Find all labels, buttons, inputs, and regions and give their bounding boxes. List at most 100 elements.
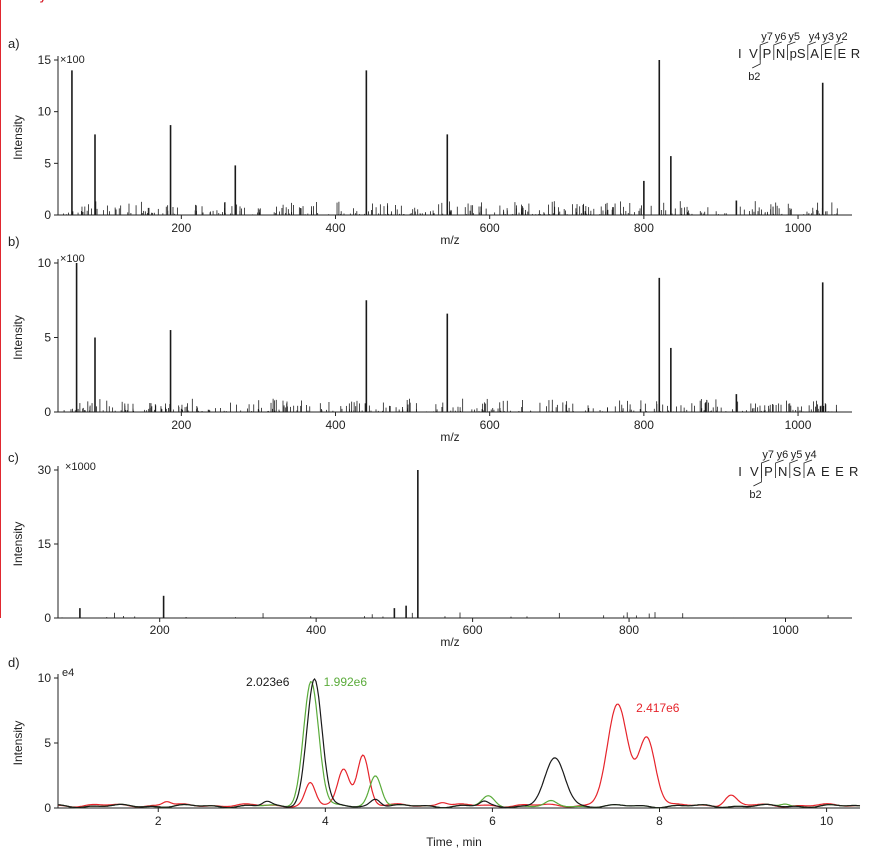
y-ion-bracket (773, 41, 782, 60)
x-tick-label: 200 (171, 221, 191, 235)
x-axis-label: Time , min (426, 835, 482, 849)
panel-label: c) (8, 450, 19, 465)
sequence-residue: E (821, 464, 830, 479)
b-ion-label: b2 (749, 489, 761, 501)
x-tick-label: 200 (150, 623, 170, 637)
intensity-multiplier: e4 (62, 667, 74, 679)
y-tick-label: 0 (44, 801, 51, 815)
y-tick-label: 10 (38, 105, 52, 119)
y-ion-label: y3 (822, 31, 834, 43)
peak-annotation: 850.51 y7 (0, 0, 53, 3)
peak-annotation: 877.56 y7 (0, 0, 53, 3)
y-tick-label: 5 (44, 331, 51, 345)
peak-annotation: 213.16 b2 (0, 0, 54, 3)
y-tick-label: 0 (44, 611, 51, 625)
sequence-residue: P (763, 46, 772, 61)
y-ion-bracket (821, 41, 830, 60)
x-tick-label: 8 (656, 814, 663, 828)
y-tick-label: 5 (44, 736, 51, 750)
panel-d: d) e4 Intensity Time , min 0 5 10 2 4 6 8 10 2.023e6… (8, 655, 861, 849)
panel-label: a) (8, 36, 20, 51)
x-tick-label: 6 (489, 814, 496, 828)
sequence-residue: R (849, 464, 858, 479)
peak-annotation: 672.50 y5 (0, 0, 53, 3)
peak-area-annotation: 2.023e6 (246, 675, 290, 689)
y-ion-label: y6 (775, 31, 787, 43)
peak-annotation: 481.36 y3 (0, 0, 53, 3)
x-tick-label: 200 (171, 418, 191, 432)
x-tick-label: 400 (325, 418, 345, 432)
y-ion-label: y2 (836, 31, 848, 43)
y-ion-bracket (775, 459, 784, 478)
y-tick-label: 10 (38, 256, 52, 270)
peak-annotation: 552.40 y4 (0, 0, 53, 3)
peak-annotation: 786.55 y6 (0, 0, 53, 3)
y-tick-label: 0 (44, 208, 51, 222)
y-tick-label: 5 (44, 156, 51, 170)
sequence-residue: N (778, 464, 787, 479)
x-tick-label: 2 (155, 814, 162, 828)
y-ion-bracket (807, 41, 816, 60)
peak-annotation: 58.08 (0, 0, 30, 3)
y-tick-label: 15 (38, 53, 52, 67)
y-tick-label: 0 (44, 405, 51, 419)
peak-annotation: 780.51 y6 (0, 0, 53, 3)
sequence-residue: V (749, 46, 758, 61)
peak-annotation: 64.12 (0, 0, 30, 3)
y-ion-label: y7 (761, 31, 773, 43)
sequence-residue: E (835, 464, 844, 479)
b-ion-label: b2 (748, 71, 760, 83)
x-tick-label: 600 (463, 623, 483, 637)
chromatogram-trace-red (57, 703, 861, 808)
x-tick-label: 4 (322, 814, 329, 828)
y-axis-label: Intensity (11, 115, 25, 160)
x-tick-label: 800 (634, 418, 654, 432)
x-tick-label: 800 (634, 221, 654, 235)
y-ion-label: y6 (777, 449, 789, 461)
x-tick-label: 400 (325, 221, 345, 235)
peak-annotation: 213.16 b2 (0, 0, 54, 3)
x-axis-label: m/z (440, 233, 459, 247)
peak-annotation: 213.16 b2 (0, 0, 54, 3)
y-ion-label: y5 (791, 449, 803, 461)
sequence-residue: R (851, 46, 860, 61)
y-axis-label: Intensity (11, 721, 25, 766)
sequence-residue: E (824, 46, 833, 61)
sequence-residue: A (810, 46, 819, 61)
sequence-residue: E (837, 46, 846, 61)
y-tick-label: 15 (38, 537, 52, 551)
y-ion-label: y4 (809, 31, 821, 43)
b-ion-bracket (753, 464, 762, 487)
y-ion-bracket (834, 41, 844, 60)
y-ion-bracket (803, 459, 813, 478)
x-tick-label: 600 (480, 221, 500, 235)
peak-annotation: 666.47 y5 (0, 0, 53, 3)
x-tick-label: 400 (306, 623, 326, 637)
peak-annotation: 481.36 y3 (0, 0, 53, 3)
sequence-residue: V (750, 464, 759, 479)
peak-annotation: 753.47 y6 (0, 0, 53, 3)
peak-annotation: 552.40 y4 (0, 0, 53, 3)
y-ion-label: y5 (788, 31, 800, 43)
chromatogram-trace-black (58, 677, 861, 809)
intensity-multiplier: ×1000 (65, 461, 96, 473)
intensity-multiplier: ×100 (60, 253, 85, 265)
sequence-residue: N (776, 46, 785, 61)
x-tick-label: 1000 (785, 221, 812, 235)
peak-annotation: 552.40 y4 (0, 0, 53, 3)
intensity-multiplier: ×100 (60, 54, 85, 66)
peak-annotation: 639.42 y5 (0, 0, 53, 3)
x-tick-label: 600 (480, 418, 500, 432)
x-tick-label: 1000 (772, 623, 799, 637)
x-tick-label: 10 (820, 814, 834, 828)
x-axis-label: m/z (440, 635, 459, 649)
sequence-residue: I (738, 464, 742, 479)
peak-area-annotation: 1.992e6 (324, 675, 368, 689)
y-tick-label: 30 (38, 463, 52, 477)
sequence-residue: P (764, 464, 773, 479)
y-ion-bracket (789, 459, 798, 478)
panel-a: a) ×100 Intensity m/z 0 5 10 15 200 400 600 800 1000… (0, 0, 860, 247)
y-tick-label: 10 (38, 671, 52, 685)
b-ion-bracket (752, 46, 761, 69)
